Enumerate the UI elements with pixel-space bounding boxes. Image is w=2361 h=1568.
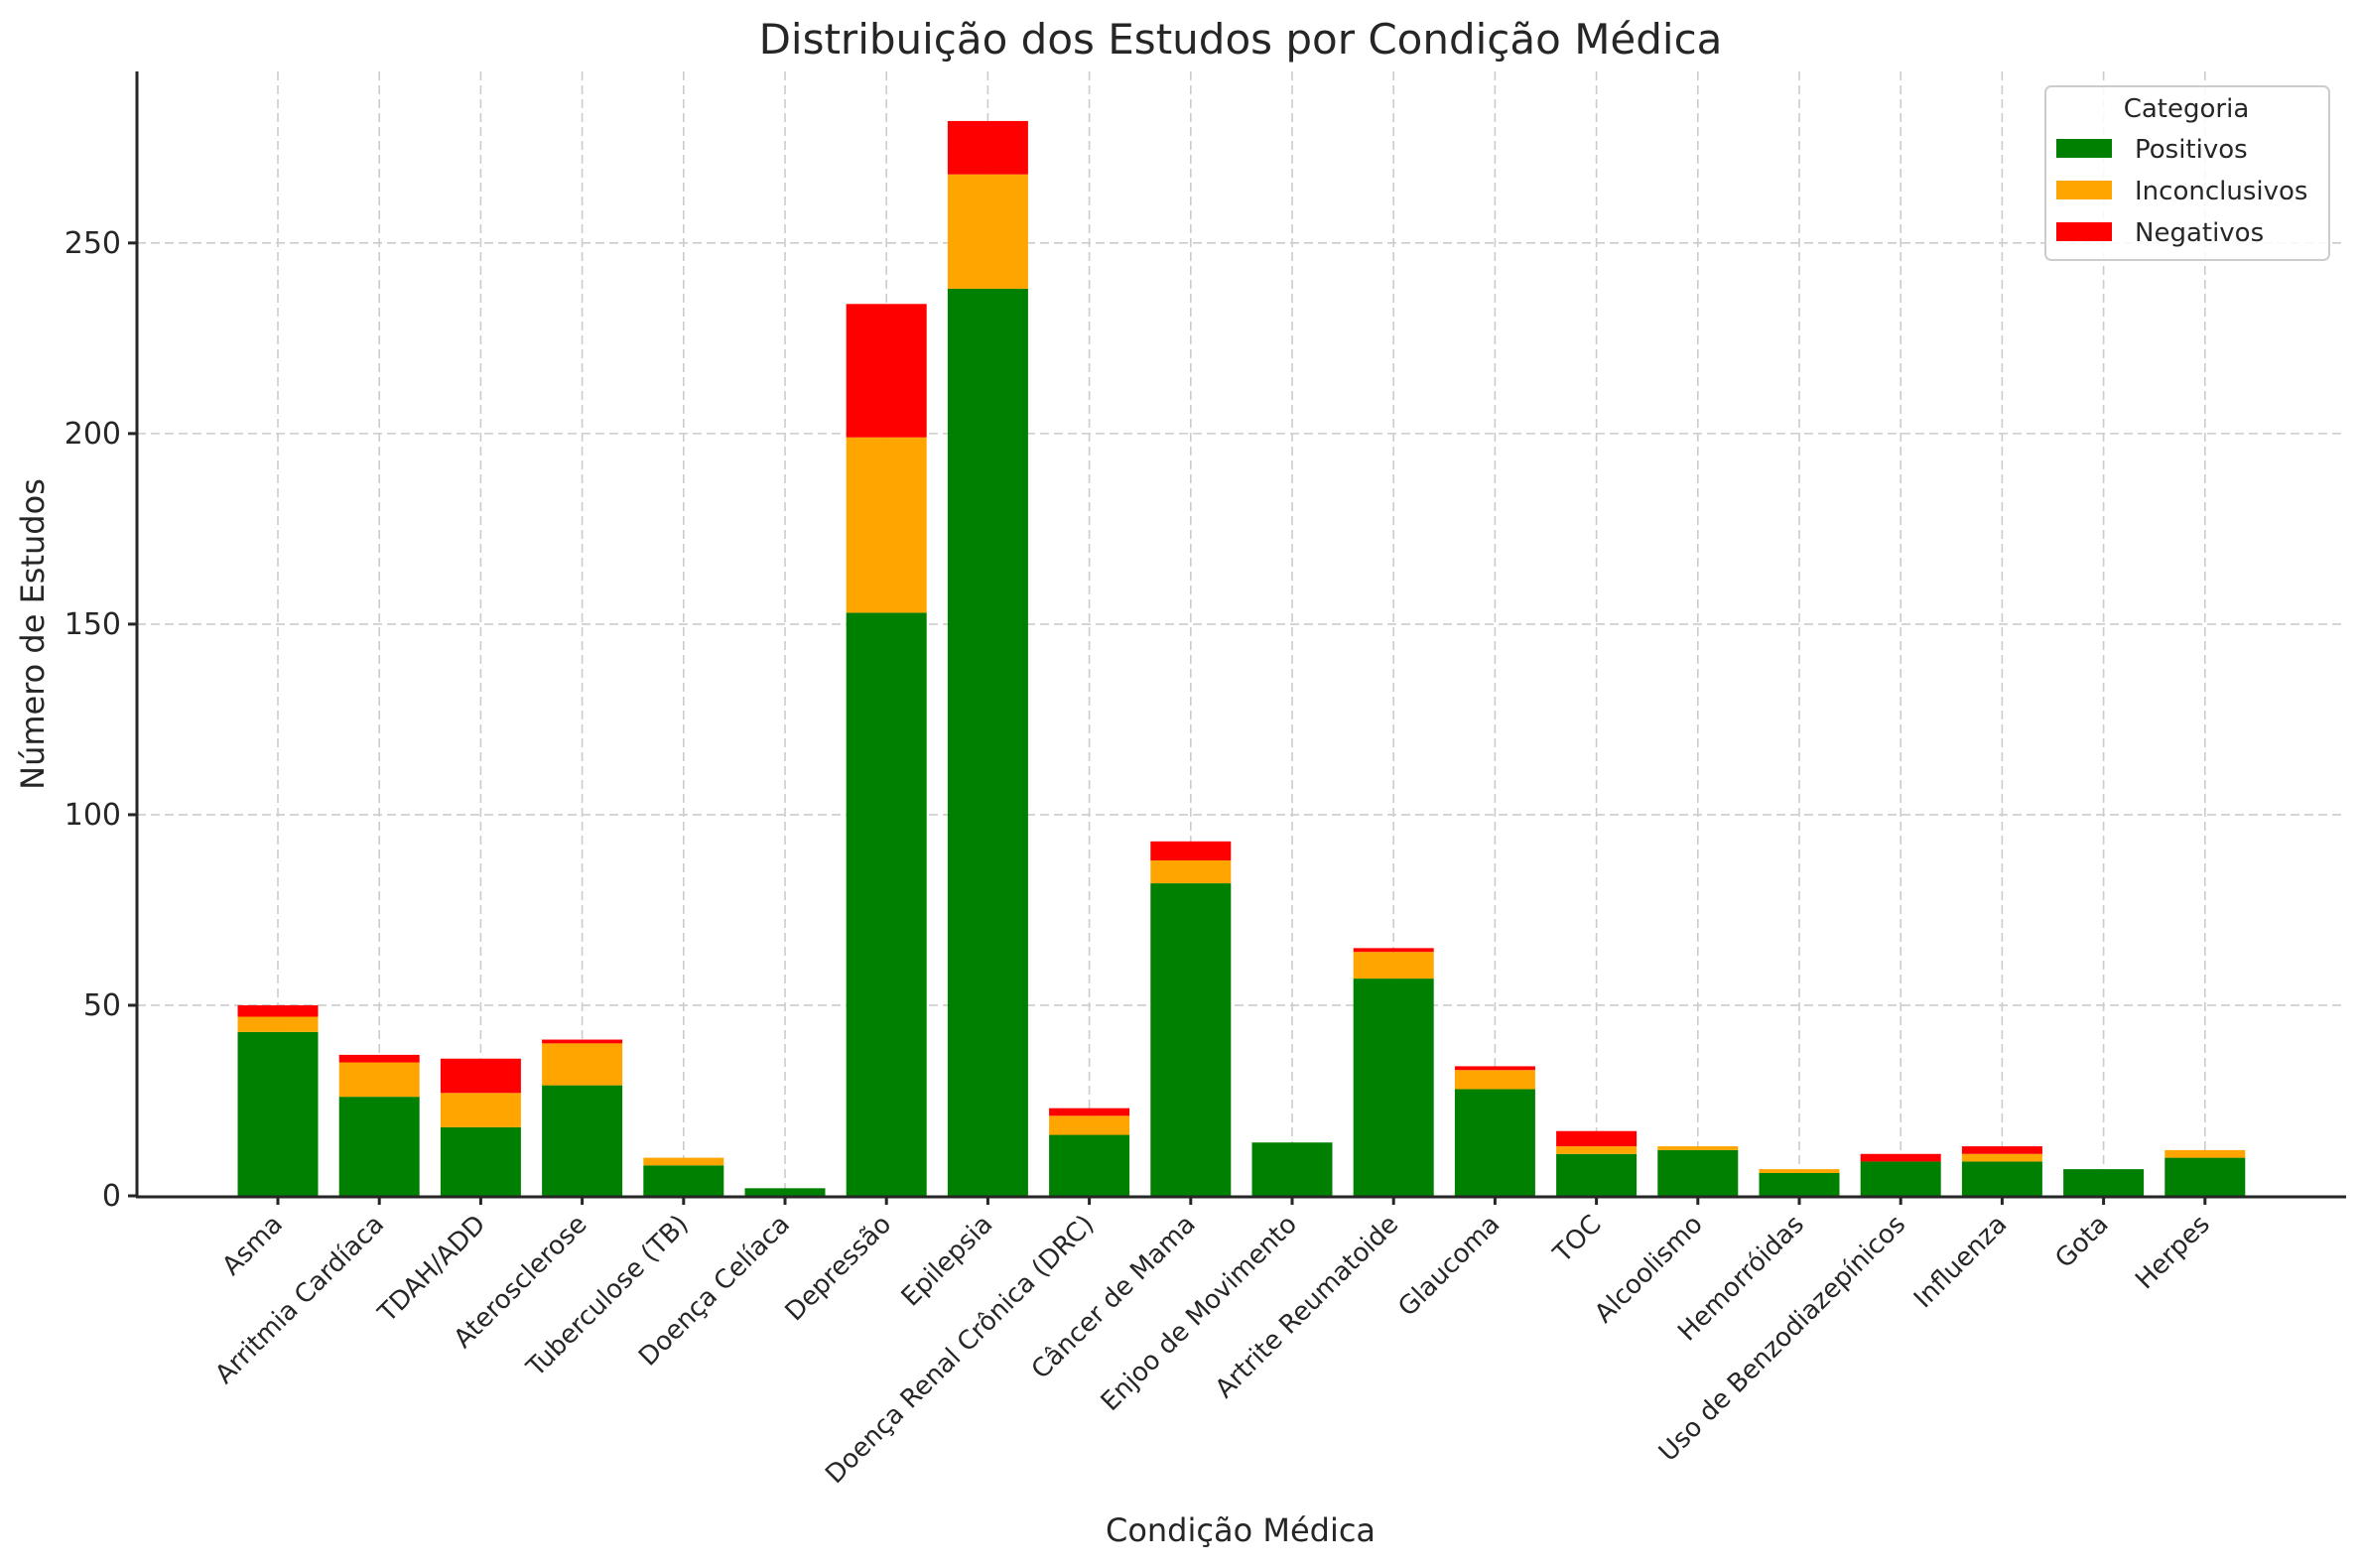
bar-segment-positivos xyxy=(1353,979,1434,1196)
bar-segment-positivos xyxy=(2063,1169,2145,1196)
bar-segment-negativos xyxy=(440,1058,521,1094)
bar-segment-negativos xyxy=(1049,1108,1130,1116)
legend-label-inconclusivos: Inconclusivos xyxy=(2135,177,2307,206)
bar-segment-positivos xyxy=(643,1165,724,1196)
bar-segment-negativos xyxy=(338,1054,420,1063)
bar-segment-inconclusivos xyxy=(1657,1146,1739,1150)
bar-segment-inconclusivos xyxy=(338,1062,420,1098)
bar-segment-positivos xyxy=(542,1085,623,1196)
bar-segment-inconclusivos xyxy=(440,1093,521,1127)
bar-segment-inconclusivos xyxy=(643,1157,724,1166)
bar-segment-negativos xyxy=(1860,1153,1941,1162)
legend-items: Positivos Inconclusivos Negativos xyxy=(2056,135,2307,248)
bar-segment-positivos xyxy=(338,1097,420,1196)
bar-segment-positivos xyxy=(1860,1161,1941,1196)
x-tick-label: Influenza xyxy=(1908,1210,2013,1314)
bar-segment-positivos xyxy=(440,1126,521,1196)
x-axis-title: Condição Médica xyxy=(1106,1511,1376,1549)
bar-segment-negativos xyxy=(1454,1066,1535,1071)
x-tick-label: Artrite Reumatoide xyxy=(1210,1210,1404,1404)
chart-title: Distribuição dos Estudos por Condição Mé… xyxy=(759,15,1723,64)
grid-lines xyxy=(137,71,2345,1196)
bar-segment-negativos xyxy=(1353,948,1434,953)
x-tick-label: Arritmia Cardíaca xyxy=(209,1210,390,1390)
bar-segment-inconclusivos xyxy=(237,1016,319,1032)
x-tick-label: TOC xyxy=(1547,1210,1607,1269)
bar-segment-inconclusivos xyxy=(947,174,1028,289)
bar-segment-positivos xyxy=(744,1188,826,1196)
legend-swatch-positivos xyxy=(2056,139,2112,158)
legend-label-positivos: Positivos xyxy=(2135,135,2248,165)
legend-swatch-inconclusivos xyxy=(2056,181,2112,199)
y-axis-title: Número de Estudos xyxy=(14,478,52,790)
bar-segment-positivos xyxy=(947,288,1028,1196)
bar-segment-negativos xyxy=(1961,1146,2042,1154)
bar-segment-inconclusivos xyxy=(1049,1115,1130,1135)
y-ticks: 0 50 100 150 200 250 xyxy=(65,226,137,1214)
legend-frame xyxy=(2044,85,2330,261)
bar-segment-inconclusivos xyxy=(1556,1146,1638,1154)
bar-segment-negativos xyxy=(1150,841,1232,861)
bar-segment-inconclusivos xyxy=(846,437,927,613)
x-tick-label: Gota xyxy=(2049,1210,2114,1274)
bar-segment-inconclusivos xyxy=(2164,1149,2246,1158)
bar-segment-inconclusivos xyxy=(1353,952,1434,980)
bars xyxy=(237,120,2246,1196)
bar-segment-inconclusivos xyxy=(1454,1070,1535,1090)
bar-segment-positivos xyxy=(237,1031,319,1196)
bar-segment-inconclusivos xyxy=(1150,860,1232,884)
bar-segment-negativos xyxy=(1556,1130,1638,1147)
bar-segment-positivos xyxy=(1657,1149,1739,1196)
bar-segment-negativos xyxy=(542,1039,623,1044)
x-tick-label: Glaucoma xyxy=(1392,1210,1506,1323)
bar-segment-negativos xyxy=(846,304,927,438)
legend-title: Categoria xyxy=(2124,94,2250,124)
y-tick-label: 250 xyxy=(65,226,121,261)
bar-segment-positivos xyxy=(1150,883,1232,1196)
x-tick-label: Enjoo de Movimento xyxy=(1096,1210,1303,1417)
bar-segment-positivos xyxy=(1454,1089,1535,1196)
legend-swatch-negativos xyxy=(2056,222,2112,241)
x-tick-label: Asma xyxy=(216,1210,289,1282)
bar-segment-positivos xyxy=(2164,1157,2246,1196)
bar-segment-inconclusivos xyxy=(542,1043,623,1086)
legend-label-negativos: Negativos xyxy=(2135,218,2264,248)
y-tick-label: 150 xyxy=(65,607,121,642)
y-tick-label: 50 xyxy=(83,988,121,1023)
bar-segment-positivos xyxy=(846,612,927,1196)
x-tick-label: Herpes xyxy=(2130,1210,2215,1295)
y-tick-label: 100 xyxy=(65,798,121,833)
y-tick-label: 0 xyxy=(102,1179,121,1214)
bar-segment-negativos xyxy=(237,1004,319,1017)
x-tick-label: Depressão xyxy=(780,1210,897,1327)
bar-segment-positivos xyxy=(1251,1142,1333,1196)
bar-segment-positivos xyxy=(1961,1161,2042,1196)
bar-segment-inconclusivos xyxy=(1961,1153,2042,1162)
y-tick-label: 200 xyxy=(65,417,121,452)
bar-segment-positivos xyxy=(1556,1153,1638,1196)
bar-segment-negativos xyxy=(947,120,1028,175)
x-tick-label: Epilepsia xyxy=(896,1210,999,1313)
bar-segment-inconclusivos xyxy=(1759,1169,1840,1173)
axes xyxy=(135,71,2346,1199)
legend: Categoria Positivos Inconclusivos Negativo… xyxy=(2044,85,2330,261)
bar-segment-positivos xyxy=(1759,1172,1840,1196)
bar-segment-positivos xyxy=(1049,1134,1130,1196)
